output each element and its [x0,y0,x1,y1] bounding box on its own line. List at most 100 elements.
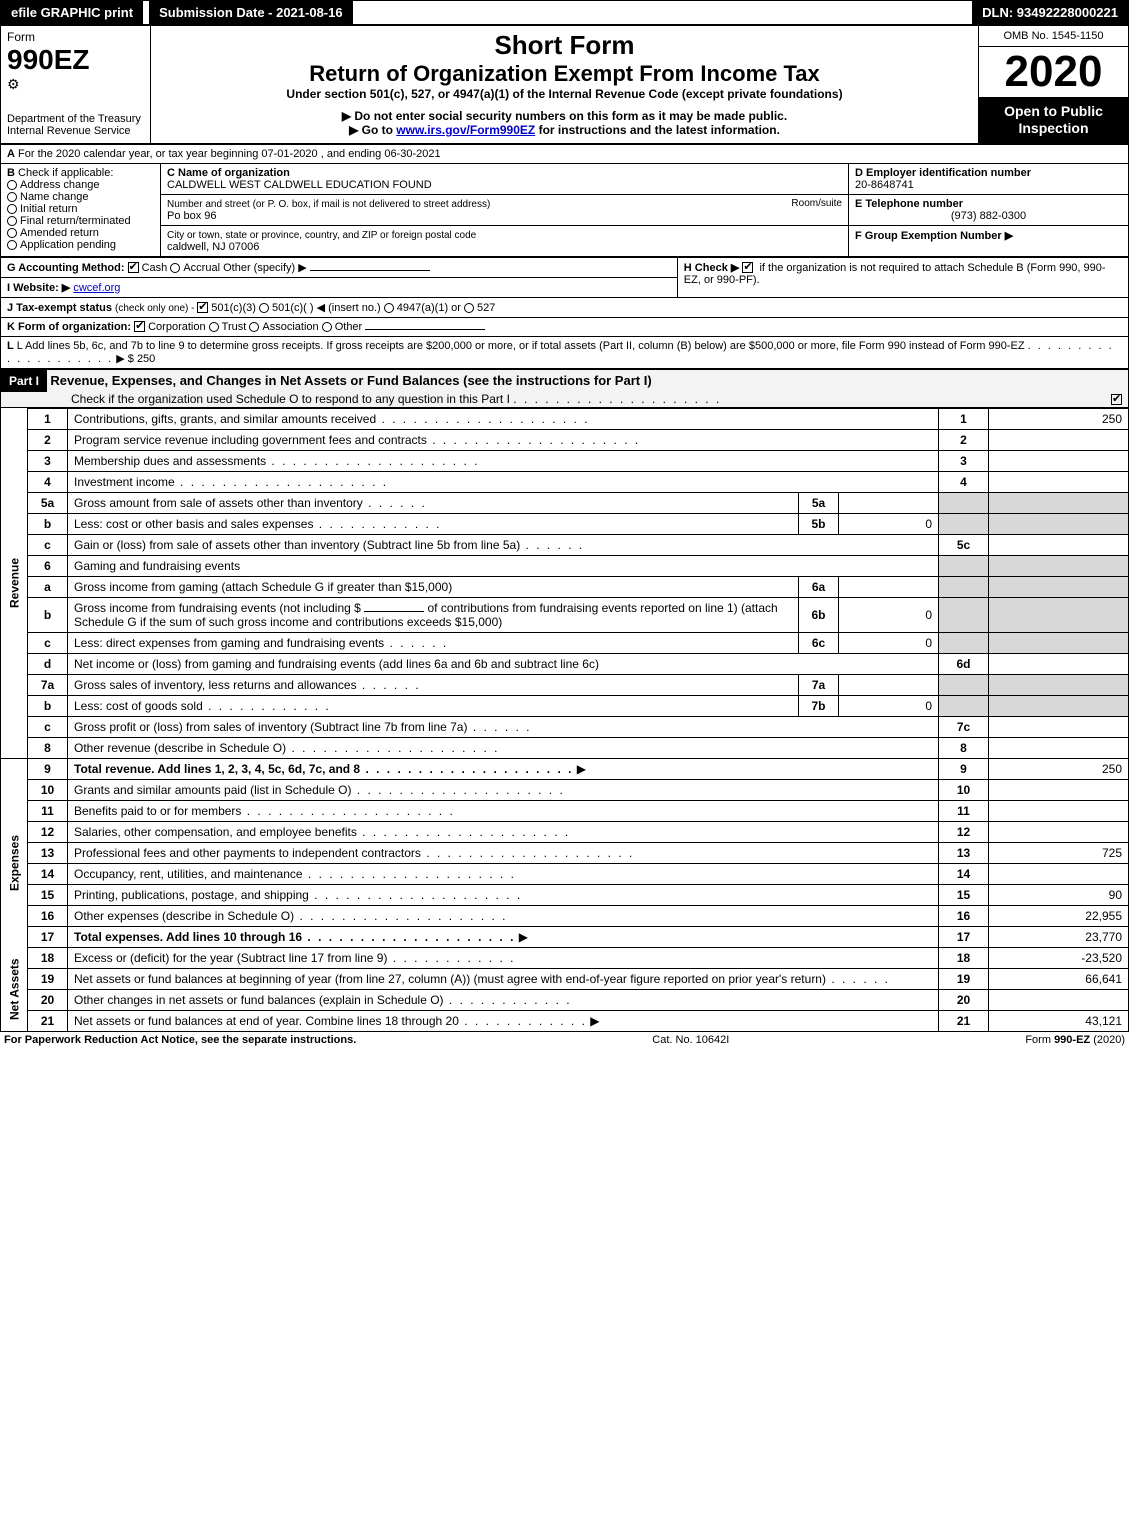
amended-return-radio[interactable] [7,228,17,238]
k-item-3: Other [335,321,363,333]
website-link[interactable]: cwcef.org [73,282,120,294]
line-5b-in: 5b [799,513,839,534]
g-label: G Accounting Method: [7,262,125,274]
line-19-r: 19 [939,968,989,989]
line-10-val [989,779,1129,800]
cash-checkbox[interactable] [128,262,139,273]
line-13-text: Professional fees and other payments to … [74,846,634,860]
line-5a-shade2 [989,492,1129,513]
j-527-radio[interactable] [464,303,474,313]
k-assoc-radio[interactable] [249,322,259,332]
j-4947-radio[interactable] [384,303,394,313]
tax-year: 2020 [979,47,1128,97]
city-cell: City or town, state or province, country… [161,225,849,256]
return-title: Return of Organization Exempt From Incom… [157,61,972,87]
line-5a-iv [839,492,939,513]
goto-link[interactable]: www.irs.gov/Form990EZ [396,123,535,137]
line-5b-iv: 0 [839,513,939,534]
address-change-radio[interactable] [7,180,17,190]
line-1-val: 250 [989,408,1129,429]
j-501c-radio[interactable] [259,303,269,313]
line-7a-iv [839,674,939,695]
line-3-text: Membership dues and assessments [74,454,479,468]
city-label: City or town, state or province, country… [167,230,476,241]
dln: DLN: 93492228000221 [972,1,1128,24]
line-6b-num: b [28,597,68,632]
section-g: G Accounting Method: Cash Accrual Other … [1,257,678,277]
j-hint: (check only one) - [115,303,197,314]
ein-value: 20-8648741 [855,179,914,191]
line-6b-in: 6b [799,597,839,632]
line-13-r: 13 [939,842,989,863]
part1-header: Part I Revenue, Expenses, and Changes in… [0,369,1129,408]
form-word: Form [7,30,144,44]
initial-return-radio[interactable] [7,204,17,214]
line-6d-text: Net income or (loss) from gaming and fun… [68,653,939,674]
line-16-num: 16 [28,905,68,926]
line-5a-num: 5a [28,492,68,513]
line-6d-num: d [28,653,68,674]
g-accrual: Accrual [183,262,220,274]
section-b: B Check if applicable: Address change Na… [1,163,161,256]
line-7c-r: 7c [939,716,989,737]
k-corp-checkbox[interactable] [134,321,145,332]
form-left-cell: Form 990EZ ⚙ Department of the Treasury … [1,26,151,144]
part1-sub: Check if the organization used Schedule … [1,392,510,406]
c-label: C Name of organization [167,167,290,179]
g-other-input[interactable] [310,270,430,271]
line-17-val: 23,770 [989,926,1129,947]
line-15-val: 90 [989,884,1129,905]
part1-label: Part I [1,370,47,392]
efile-print-button[interactable]: efile GRAPHIC print [1,1,143,24]
line-17-text: Total expenses. Add lines 10 through 16 [74,930,515,944]
right-header-cell: OMB No. 1545-1150 2020 Open to Public In… [979,26,1129,144]
section-l: L L Add lines 5b, 6c, and 7b to line 9 t… [1,336,1129,368]
line-20-val [989,989,1129,1010]
l-arrow-value: ▶ $ 250 [116,353,155,365]
room-label: Room/suite [791,198,842,209]
under-section: Under section 501(c), 527, or 4947(a)(1)… [157,87,972,101]
omb-number: OMB No. 1545-1150 [979,26,1128,47]
line-9-num: 9 [28,758,68,779]
line-6c-in: 6c [799,632,839,653]
i-label: I Website: ▶ [7,282,70,294]
l-text: L Add lines 5b, 6c, and 7b to line 9 to … [17,340,1025,352]
k-item-1: Trust [222,321,247,333]
b-item-4: Amended return [20,227,99,239]
line-16-text: Other expenses (describe in Schedule O) [74,909,507,923]
line-4-val [989,471,1129,492]
j-501c3-checkbox[interactable] [197,302,208,313]
line-7b-iv: 0 [839,695,939,716]
irs-label: Internal Revenue Service [7,125,144,137]
section-d: D Employer identification number 20-8648… [849,163,1129,194]
line-16-val: 22,955 [989,905,1129,926]
line-7b-text: Less: cost of goods sold [74,699,331,713]
k-other-input[interactable] [365,329,485,330]
line-7a-in: 7a [799,674,839,695]
accrual-radio[interactable] [170,263,180,273]
h-label: H Check ▶ [684,262,740,274]
line-20-r: 20 [939,989,989,1010]
name-change-radio[interactable] [7,192,17,202]
final-return-radio[interactable] [7,216,17,226]
org-name: CALDWELL WEST CALDWELL EDUCATION FOUND [167,179,432,191]
line-5b-text: Less: cost or other basis and sales expe… [74,517,441,531]
line-12-val [989,821,1129,842]
line-7c-val [989,716,1129,737]
line-6c-num: c [28,632,68,653]
line-21-val: 43,121 [989,1010,1129,1031]
line-5a-in: 5a [799,492,839,513]
street-label: Number and street (or P. O. box, if mail… [167,199,490,210]
d-label: D Employer identification number [855,167,1031,179]
k-trust-radio[interactable] [209,322,219,332]
line-14-val [989,863,1129,884]
part1-schedule-o-checkbox[interactable] [1111,394,1122,405]
h-checkbox[interactable] [742,262,753,273]
line-19-num: 19 [28,968,68,989]
line-21-num: 21 [28,1010,68,1031]
line-6b-blank[interactable] [364,611,424,612]
part1-title: Revenue, Expenses, and Changes in Net As… [50,373,651,388]
application-pending-radio[interactable] [7,240,17,250]
street-value: Po box 96 [167,210,217,222]
k-other-radio[interactable] [322,322,332,332]
